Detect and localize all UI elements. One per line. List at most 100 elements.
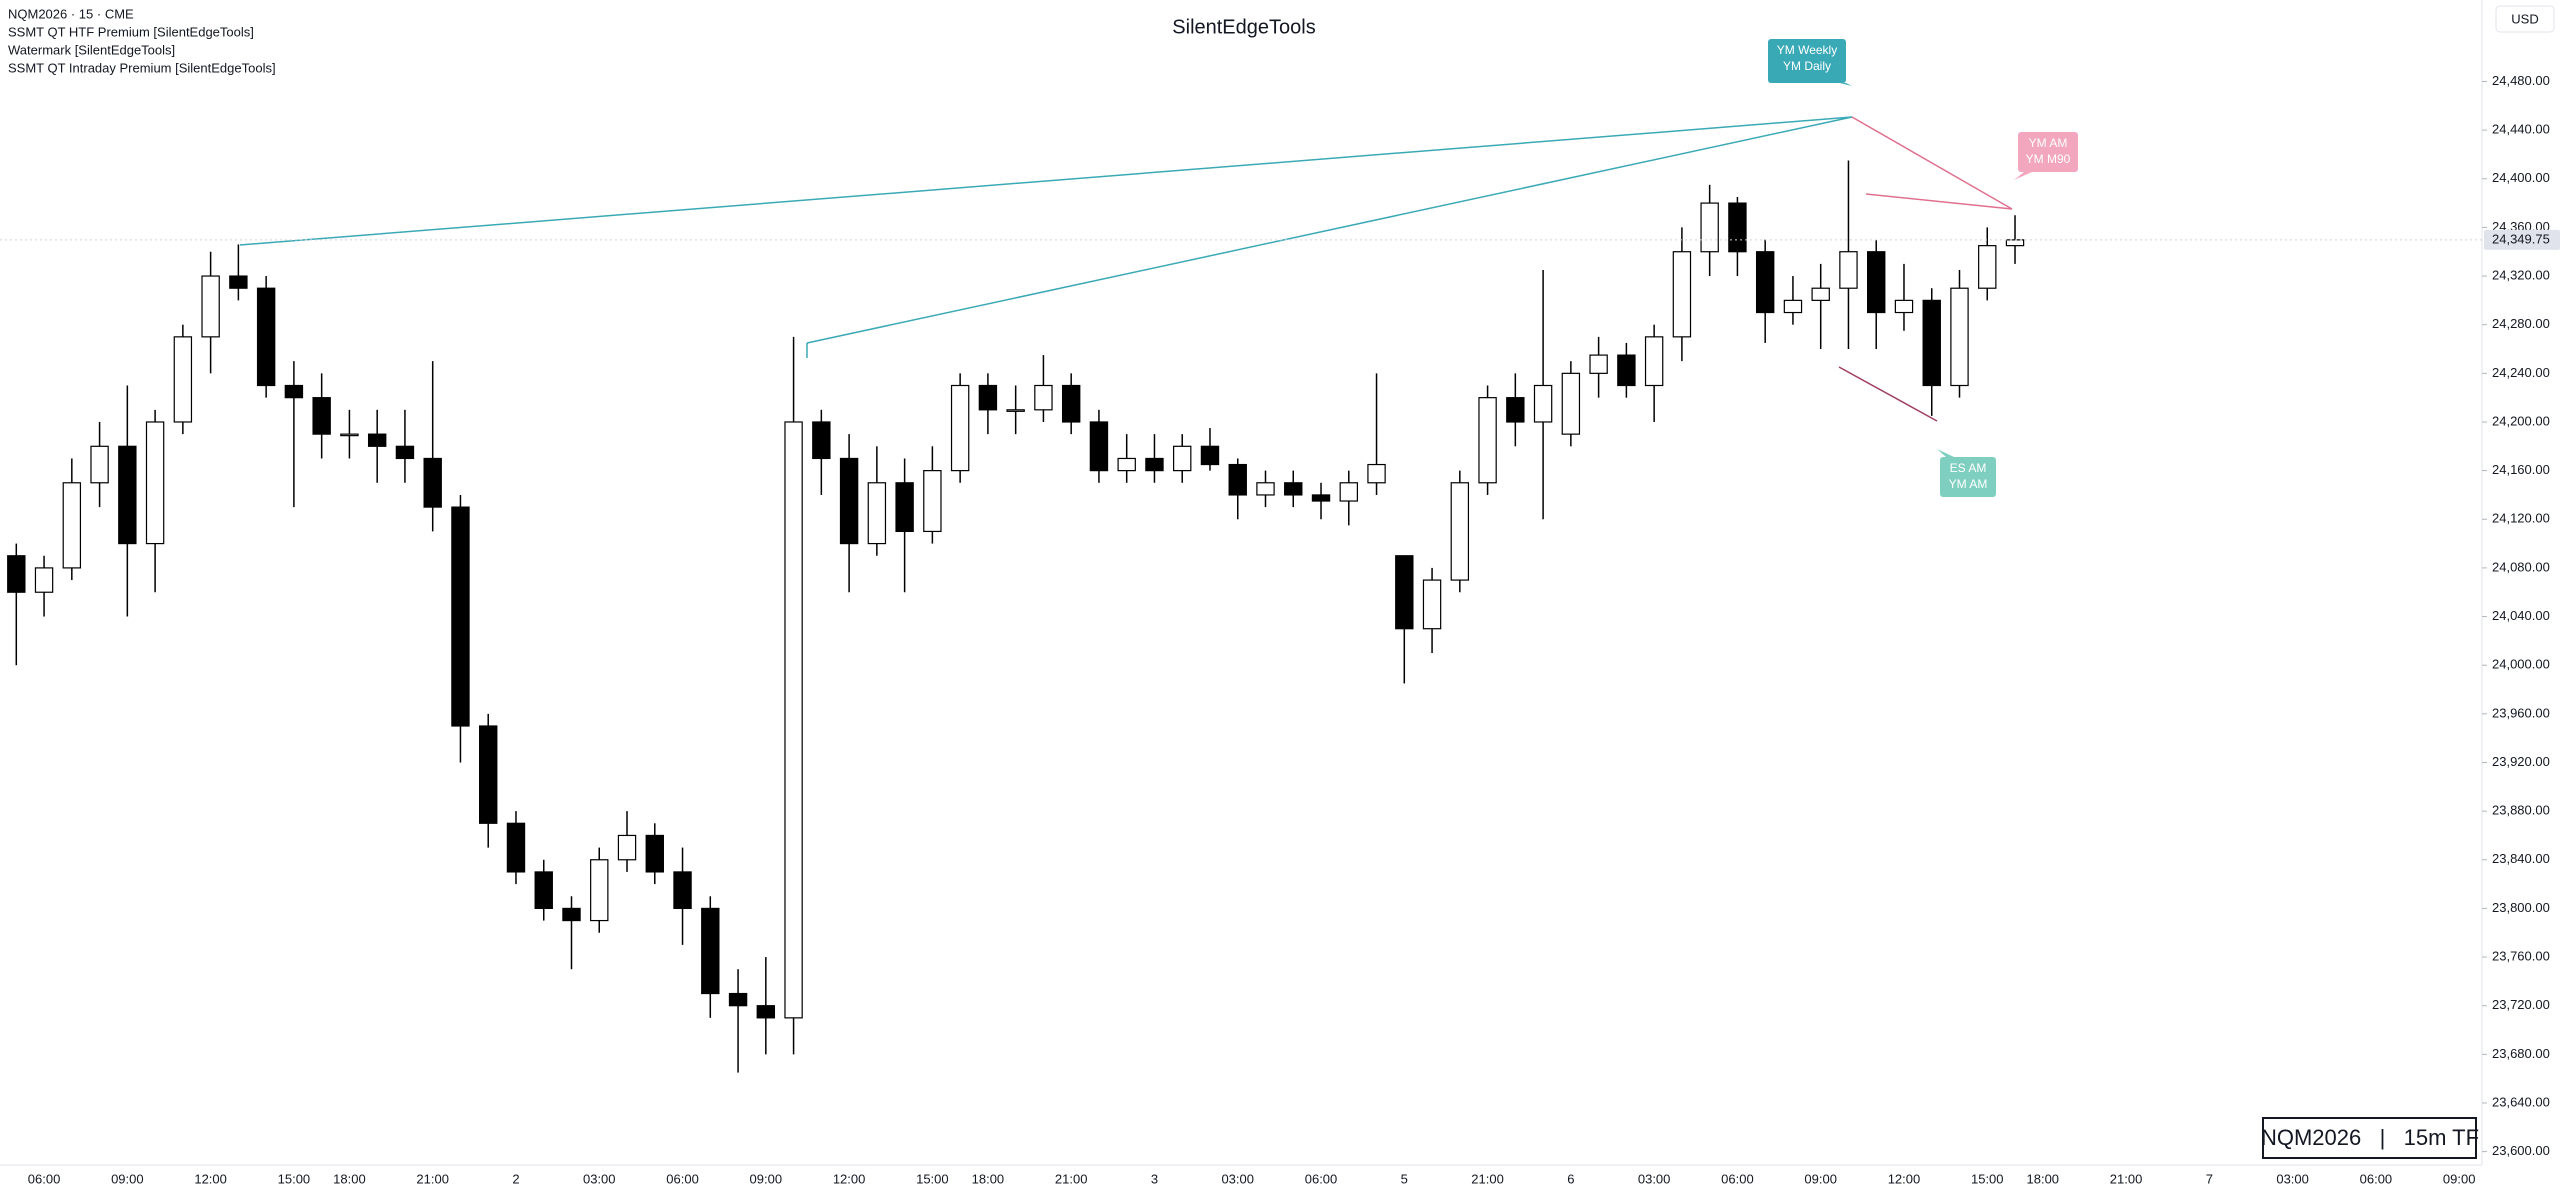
y-tick-label: 24,480.00 [2492,73,2550,88]
candle-body [1228,463,1247,496]
candle-body [839,457,859,545]
annotation-pointer [1937,449,1954,457]
x-tick-label: 2 [512,1171,519,1186]
candle-body [1561,372,1581,435]
x-tick-label: 15:00 [916,1171,949,1186]
candle-body [812,421,831,460]
annotations: YM Weekly YM Daily YM AM YM M90 ES AM YM AM [1768,39,2078,497]
x-tick-label: 12:00 [833,1171,866,1186]
currency-box[interactable] [2495,5,2555,33]
indicator-label: SSMT QT HTF Premium [SilentEdgeTools] [8,24,254,39]
candle-body [1617,354,1636,387]
candle-body [645,834,664,873]
y-tick-label: 24,120.00 [2492,511,2550,526]
candle-body [284,384,304,399]
annotation-text: ES AM [1950,461,1987,475]
candle-body [367,433,387,447]
annotation-text: YM Daily [1783,59,1831,73]
watermark: NQM2026 | 15m TF [2261,1125,2479,1150]
annotation-box [1768,39,1846,83]
smt-line [239,116,1853,246]
candle-body [1978,245,1997,289]
candle-body [1089,421,1109,472]
annotation-pointer [1840,83,1852,86]
x-tick-label: 09:00 [111,1171,144,1186]
x-tick-label: 06:00 [1305,1171,1338,1186]
candle-body [1145,457,1164,472]
candle-body [1284,482,1303,496]
candle-body [1811,287,1830,301]
candle-body [1117,457,1136,472]
candle-body [1200,445,1220,466]
y-tick-label: 24,040.00 [2492,608,2550,623]
y-tick-label: 23,760.00 [2492,948,2550,963]
candle-body [1894,299,1914,314]
candle-body [673,871,692,910]
x-tick-label: 18:00 [972,1171,1005,1186]
candle-body [1256,482,1275,496]
x-tick-label: 7 [2206,1171,2213,1186]
candle-body [1672,251,1692,338]
last-price-label: 24,349.75 [2492,231,2550,246]
y-tick-label: 24,160.00 [2492,462,2550,477]
candle-body [1839,251,1858,289]
candle-body [1478,397,1497,484]
candle-body [1867,251,1886,314]
x-tick-label: 18:00 [333,1171,366,1186]
candle-body [1367,463,1386,484]
candle-body [506,822,526,873]
candle-body [1644,336,1664,387]
candle-body [978,384,998,411]
candle-body [1450,482,1470,581]
candle-body [1173,445,1192,472]
x-tick-label: 03:00 [2276,1171,2309,1186]
last-price-box [2484,229,2560,250]
annotation-text: YM Weekly [1777,43,1837,57]
y-tick-label: 23,680.00 [2492,1046,2550,1061]
watermark-box [2262,1117,2477,1159]
candle-body [90,445,109,484]
smt-line [1865,193,2013,210]
y-tick-label: 23,960.00 [2492,705,2550,720]
candle-body [145,421,165,545]
annotation-box [1940,457,1996,497]
x-tick-label: 6 [1567,1171,1574,1186]
smt-line [806,116,1853,344]
candle-body [1395,555,1414,630]
candle-body [756,1005,776,1019]
chart-title: SilentEdgeTools [1172,16,1315,38]
candle-body [1034,384,1053,411]
x-tick-label: 3 [1151,1171,1158,1186]
candle-body [1922,299,1941,387]
x-tick-label: 06:00 [28,1171,61,1186]
annotation-box [2018,132,2078,172]
candle-body [62,482,82,569]
candle-body [950,384,970,472]
candle-body [395,445,415,460]
y-tick-label: 24,440.00 [2492,122,2550,137]
candle-body [534,871,553,910]
candle-body [1755,251,1775,314]
annotation-text: YM M90 [2026,152,2071,166]
candle-body [1422,579,1442,630]
candle-body [1783,299,1803,314]
candle-body [173,336,193,423]
candle-body [1339,482,1358,502]
smt-line [1851,116,2013,210]
candle-body [923,470,942,533]
candle-body [701,907,720,995]
y-tick-label: 24,280.00 [2492,316,2550,331]
y-tick-label: 23,720.00 [2492,997,2550,1012]
y-tick-label: 24,400.00 [2492,170,2550,185]
candle-body [1506,397,1525,423]
smt-line [1838,366,1938,422]
x-tick-label: 21:00 [1055,1171,1088,1186]
candle-body [617,834,637,861]
currency[interactable]: USD [2511,11,2538,26]
annotation-pointer [2014,172,2032,180]
y-tick-label: 24,000.00 [2492,657,2550,672]
x-tick-label: 09:00 [1804,1171,1837,1186]
indicator-label: SSMT QT Intraday Premium [SilentEdgeTool… [8,60,276,75]
